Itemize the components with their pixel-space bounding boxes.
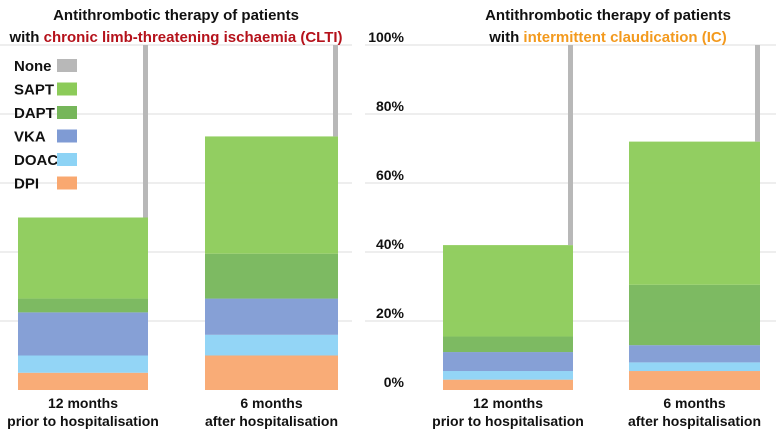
labels-layer: Antithrombotic therapy of patients with c… — [7, 7, 761, 429]
legend-label-sapt: SAPT — [14, 82, 54, 99]
bar-segment-doac — [629, 362, 760, 372]
bar-segment-vka — [18, 312, 148, 356]
bar-segment-doac — [443, 371, 573, 380]
x-tick-label-line2: after hospitalisation — [628, 413, 761, 429]
bars-layer — [18, 45, 760, 390]
legend-swatch-none — [57, 59, 77, 72]
legend-swatch-doac — [57, 153, 77, 166]
bar-segment-sapt — [205, 136, 338, 254]
bar-segment-doac — [205, 334, 338, 356]
y-tick-label: 40% — [376, 236, 405, 252]
chart-title-with: with — [488, 29, 523, 46]
legend-label-vka: VKA — [14, 129, 46, 146]
bar-segment-dpi — [18, 372, 148, 390]
y-tick-label: 80% — [376, 98, 405, 114]
bar-segment-dpi — [205, 355, 338, 390]
legend-label-doac: DOAC — [14, 152, 58, 169]
y-tick-label: 60% — [376, 167, 405, 183]
bar-segment-none — [755, 45, 760, 142]
x-tick-label-line2: prior to hospitalisation — [7, 413, 159, 429]
chart-title-line1: Antithrombotic therapy of patients — [53, 7, 299, 24]
chart-title-highlight: intermittent claudication (IC) — [523, 29, 726, 46]
bar-segment-none — [143, 45, 148, 218]
chart-title-line2: with chronic limb-threatening ischaemia … — [8, 29, 342, 46]
chart-title-line2: with intermittent claudication (IC) — [488, 29, 727, 46]
bar-segment-vka — [205, 298, 338, 335]
x-tick-label-line1: 6 months — [663, 395, 725, 411]
chart-title-highlight: chronic limb-threatening ischaemia (CLTI… — [44, 29, 343, 46]
x-tick-label-line1: 12 months — [473, 395, 543, 411]
x-tick-label-line1: 12 months — [48, 395, 118, 411]
legend-swatch-vka — [57, 129, 77, 143]
bar-segment-none — [568, 45, 573, 246]
y-tick-label: 100% — [368, 29, 404, 45]
legend-swatch-sapt — [57, 82, 77, 96]
bar-segment-vka — [443, 352, 573, 372]
chart-title-with: with — [8, 29, 43, 46]
bar-segment-sapt — [629, 141, 760, 285]
x-tick-label-line2: prior to hospitalisation — [432, 413, 584, 429]
y-tick-label: 0% — [384, 374, 405, 390]
y-tick-label: 20% — [376, 305, 405, 321]
bar-segment-sapt — [18, 217, 148, 299]
x-tick-label-line1: 6 months — [240, 395, 302, 411]
legend-label-dpi: DPI — [14, 176, 39, 193]
bar-segment-dpi — [443, 379, 573, 390]
bar-segment-none — [333, 45, 338, 137]
chart-title-line1: Antithrombotic therapy of patients — [485, 7, 731, 24]
legend-swatch-dapt — [57, 106, 77, 119]
bar-segment-vka — [629, 345, 760, 363]
bar-segment-dapt — [205, 253, 338, 299]
bar-segment-dapt — [18, 298, 148, 313]
legend-label-none: None — [14, 58, 52, 75]
bar-segment-dapt — [443, 336, 573, 353]
legend-swatch-dpi — [57, 176, 77, 190]
x-tick-label-line2: after hospitalisation — [205, 413, 338, 429]
bar-segment-dapt — [629, 284, 760, 346]
bar-segment-sapt — [443, 245, 573, 337]
legend-label-dapt: DAPT — [14, 105, 55, 122]
bar-segment-doac — [18, 355, 148, 373]
bar-segment-dpi — [629, 371, 760, 390]
